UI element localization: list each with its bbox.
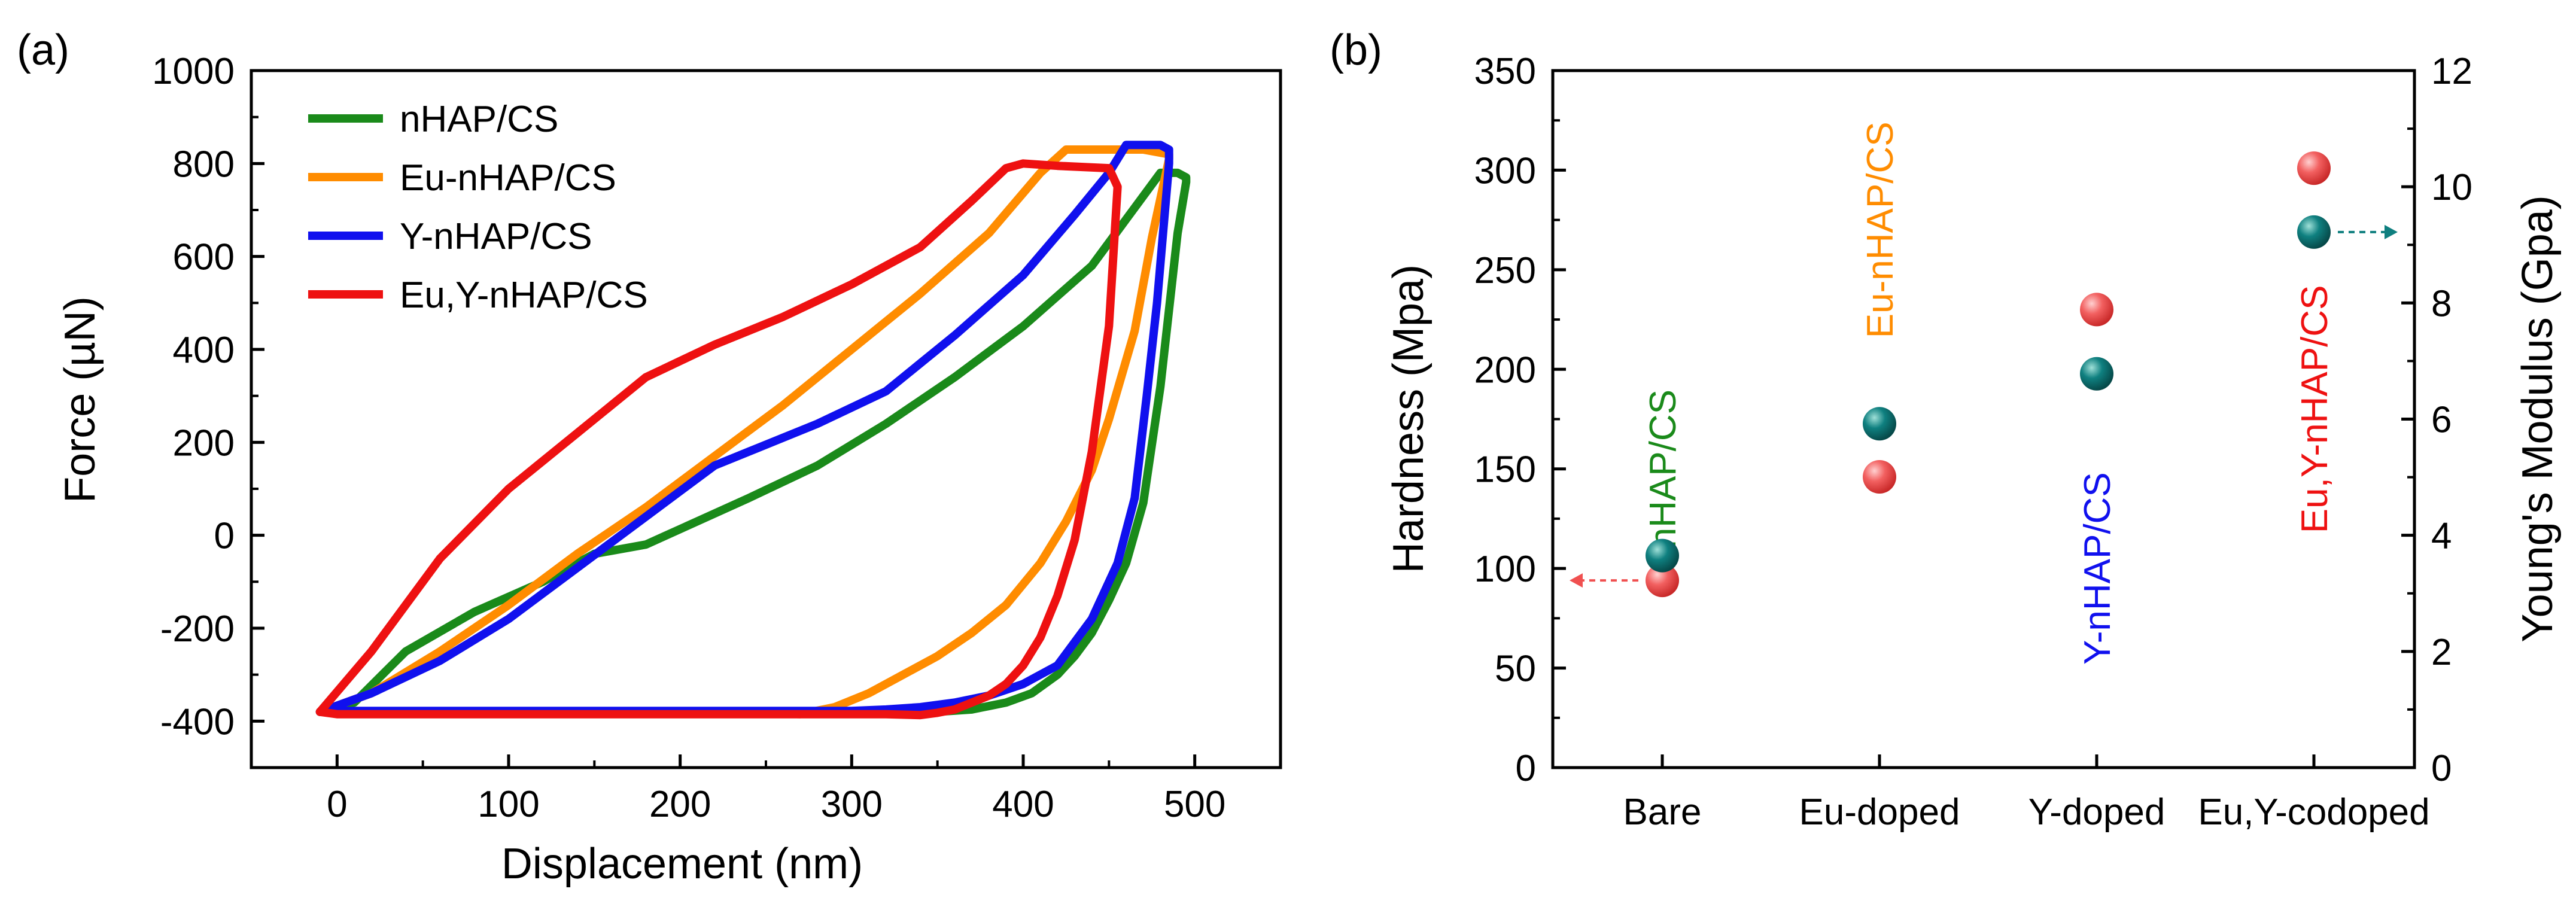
panel-a-force-displacement: (a) 0 100 200 300 400 500 -400 -200 0 200 400 600 80… [17,26,1282,888]
panel-b-left-axis-label: Hardness (Mpa) [1385,264,1433,573]
x-tick-label-2: 200 [649,784,711,825]
point-modulus-2 [2080,357,2113,391]
panel-a-legend: nHAP/CS Eu-nHAP/CS Y-nHAP/CS Eu,Y-nHAP/CS [308,99,648,316]
left-tick-label-0: 0 [1516,748,1536,789]
category-label-0: Bare [1623,792,1702,833]
panel-b-hardness-modulus: (b) 0 50 100 150 200 250 300 350 0 2 4 6 8 10 12 Bare Eu… [1330,26,2562,833]
x-tick-label-1: 100 [478,784,539,825]
y-tick-label-2: 0 [214,516,235,557]
left-tick-label-7: 350 [1474,51,1536,92]
annotation-label-2: Y-nHAP/CS [2077,472,2118,665]
left-tick-label-1: 50 [1495,649,1536,690]
x-tick-label-4: 400 [992,784,1054,825]
right-tick-label-4: 8 [2431,283,2452,324]
panel-a-ticks: 0 100 200 300 400 500 -400 -200 0 200 400 600 800 100… [152,51,1282,825]
panel-a-series-group [315,141,1191,720]
panel-b-arrows [1570,224,2398,588]
panel-b-ticks: 0 50 100 150 200 250 300 350 0 2 4 6 8 10 12 Bare Eu-dop… [1474,51,2472,833]
y-tick-label-4: 400 [173,330,235,371]
left-tick-label-4: 200 [1474,349,1536,391]
right-tick-label-6: 12 [2431,51,2472,92]
x-tick-label-3: 300 [821,784,883,825]
panel-b-label: (b) [1330,26,1382,74]
left-tick-label-5: 250 [1474,250,1536,291]
y-tick-label-7: 1000 [152,51,235,92]
point-modulus-3 [2297,215,2331,249]
right-tick-label-2: 4 [2431,516,2452,557]
y-tick-label-6: 800 [173,144,235,185]
axis-arrow-head-0 [1570,573,1583,588]
y-tick-label-3: 200 [173,422,235,464]
category-label-1: Eu-doped [1799,792,1960,833]
annotation-label-0: nHAP/CS [1643,389,1684,548]
left-tick-label-6: 300 [1474,150,1536,191]
panel-a-y-axis-label: Force (µN) [56,296,104,503]
point-hardness-3 [2297,151,2331,185]
legend-label-2: Y-nHAP/CS [400,216,592,257]
point-hardness-0 [1646,564,1679,598]
legend-label-0: nHAP/CS [400,99,558,140]
point-hardness-1 [1863,460,1896,494]
right-tick-label-1: 2 [2431,632,2452,673]
panel-a-x-axis-label: Displacement (nm) [501,840,863,888]
x-tick-label-5: 500 [1164,784,1225,825]
point-modulus-1 [1863,407,1896,441]
y-tick-label-1: -200 [160,608,235,650]
category-label-3: Eu,Y-codoped [2198,792,2429,833]
annotation-label-3: Eu,Y-nHAP/CS [2294,285,2335,534]
legend-label-1: Eu-nHAP/CS [400,157,616,199]
y-tick-label-5: 600 [173,237,235,278]
panel-b-points [1646,151,2331,598]
series-line-2 [315,141,1173,716]
left-tick-label-2: 100 [1474,549,1536,590]
left-tick-label-3: 150 [1474,449,1536,491]
x-tick-label-0: 0 [327,784,347,825]
point-hardness-2 [2080,293,2113,327]
panel-b-right-axis-label: Young's Modulus (Gpa) [2514,195,2562,643]
right-tick-label-0: 0 [2431,748,2452,789]
legend-label-3: Eu,Y-nHAP/CS [400,275,648,316]
series-line-3 [315,159,1122,720]
point-modulus-0 [1646,538,1679,573]
panel-a-label: (a) [17,26,69,74]
annotation-label-1: Eu-nHAP/CS [1860,121,1901,338]
axis-arrow-head-1 [2385,224,2398,239]
category-label-2: Y-doped [2028,792,2166,833]
right-tick-label-3: 6 [2431,400,2452,441]
y-tick-label-0: -400 [160,701,235,742]
right-tick-label-5: 10 [2431,167,2472,208]
panel-b-annotations: nHAP/CS Eu-nHAP/CS Y-nHAP/CS Eu,Y-nHAP/CS [1643,121,2335,665]
